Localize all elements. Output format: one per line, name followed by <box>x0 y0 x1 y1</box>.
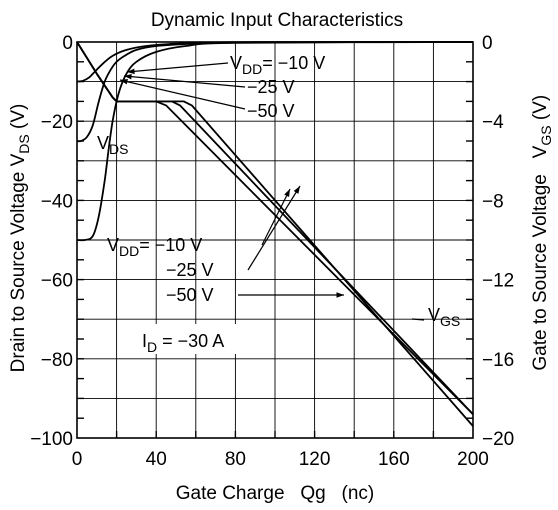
x-tick-label: 80 <box>225 449 246 470</box>
series-line-2 <box>76 41 474 242</box>
leader-vdd-mid-2-head <box>293 186 300 194</box>
series-line-1 <box>76 41 474 143</box>
x-tick-label: 0 <box>72 449 83 470</box>
annotation-vds-label: VDS <box>97 133 128 157</box>
y-tick-label-right: −20 <box>482 429 514 450</box>
series-line-5 <box>76 41 474 427</box>
annotation-vdd-top-3: −50 V <box>247 101 295 121</box>
leader-vdd-mid-2 <box>247 185 301 271</box>
y-tick-label-right: 0 <box>482 33 493 54</box>
y-tick-label-left: −100 <box>30 429 73 450</box>
leader-vdd-top-3 <box>119 79 246 110</box>
leader-vdd-top-2-head <box>124 73 132 80</box>
y-tick-label-right: −8 <box>482 191 504 212</box>
annotation-vdd-top-2: −25 V <box>247 77 295 97</box>
tick-labels: 0 40 80 120 160 2000−20−40−60−80−1000−4−8−12−… <box>30 33 514 470</box>
id-label-background <box>140 324 258 354</box>
leader-vdd-top-1 <box>126 62 229 73</box>
x-tick-label: 40 <box>146 449 167 470</box>
x-axis-label: Gate Charge Qg (nc) <box>176 483 375 504</box>
annotation-id-label: ID = −30 A <box>142 331 224 355</box>
y-tick-label-left: −60 <box>41 271 73 292</box>
x-tick-label: 120 <box>299 449 331 470</box>
grid <box>77 42 473 438</box>
leader-vdd-mid-1 <box>261 188 291 246</box>
leader-vdd-top-3-head <box>120 79 128 85</box>
y-axis-left-label: Drain to Source Voltage VDS (V) <box>8 104 32 373</box>
leader-vdd-top-1-head <box>127 68 135 75</box>
annotation-vdd-mid-3: −50 V <box>166 285 214 305</box>
y-tick-label-left: −20 <box>41 112 73 133</box>
chart-title: Dynamic Input Characteristics <box>151 10 403 31</box>
annotation-vgs-label: VGS <box>428 305 460 329</box>
series-group <box>76 41 474 427</box>
leader-vdd-mid-1-head <box>284 189 290 197</box>
annotation-vdd-mid-1: VDD= −10 V <box>107 235 202 259</box>
x-tick-label: 200 <box>457 449 489 470</box>
leader-lines <box>119 62 425 321</box>
y-tick-label-right: −12 <box>482 271 514 292</box>
annotation-vdd-mid-2: −25 V <box>166 260 214 280</box>
y-axis-right-label: Gate to Source Voltage VGS (V) <box>530 79 554 397</box>
annotation-vdd-top-1: VDD= −10 V <box>230 53 325 77</box>
y-tick-label-left: −80 <box>41 350 73 371</box>
y-tick-label-right: −16 <box>482 350 514 371</box>
leader-vdd-mid-3-head <box>336 292 344 298</box>
x-tick-label: 160 <box>378 449 410 470</box>
y-tick-label-left: 0 <box>62 33 73 54</box>
leader-vgs <box>411 318 425 321</box>
y-tick-label-right: −4 <box>482 112 504 133</box>
leader-vdd-top-2 <box>123 75 246 88</box>
y-tick-label-left: −40 <box>41 191 73 212</box>
